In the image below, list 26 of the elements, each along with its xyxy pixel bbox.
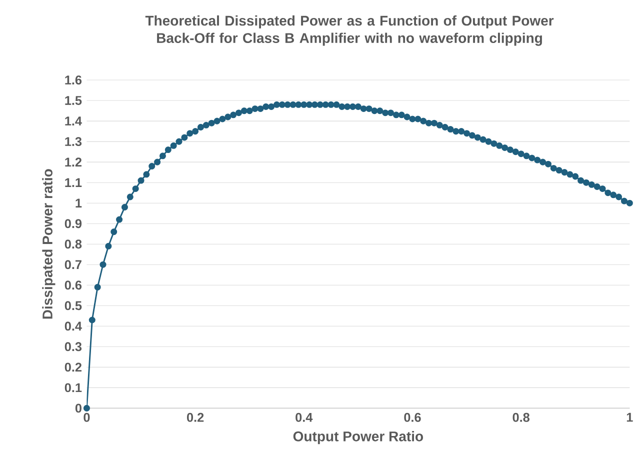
y-tick-label: 1.6 — [65, 76, 82, 85]
y-tick-label: 1.4 — [65, 116, 82, 126]
y-tick-label: 1.3 — [65, 137, 82, 146]
x-tick-label: 0.4 — [296, 413, 313, 422]
y-tick-label: 1.5 — [65, 96, 82, 106]
y-tick-label: 0.1 — [64, 383, 82, 392]
y-tick-label: 0.2 — [64, 362, 82, 372]
y-tick-label: 1.2 — [65, 158, 82, 167]
x-tick-label: 0.8 — [512, 413, 530, 422]
chart-title: Theoretical Dissipated Power as a Function of Output Power Back-Off for Class B Amplifier with no waveform clipping — [145, 16, 554, 46]
x-tick-label: 1 — [626, 413, 633, 422]
y-tick-label: 1.1 — [65, 178, 82, 188]
y-tick-label: 0.9 — [64, 219, 82, 228]
x-tick-label: 0 — [84, 413, 90, 422]
y-tick-label: 0 — [75, 404, 82, 413]
y-tick-label: 0.4 — [64, 322, 82, 331]
y-tick-label: 0.3 — [64, 342, 82, 352]
x-axis-title: Output Power Ratio — [293, 431, 424, 444]
y-tick-label: 0.5 — [64, 301, 82, 310]
y-tick-label: 0.6 — [64, 280, 82, 290]
x-tick-label: 0.2 — [187, 413, 204, 422]
y-tick-label: 0.8 — [64, 240, 82, 249]
x-tick-label: 0.6 — [404, 413, 421, 422]
y-axis-title: Dissipated Power ratio — [42, 169, 56, 319]
y-tick-label: 1 — [76, 198, 82, 208]
y-tick-label: 0.7 — [64, 260, 82, 270]
